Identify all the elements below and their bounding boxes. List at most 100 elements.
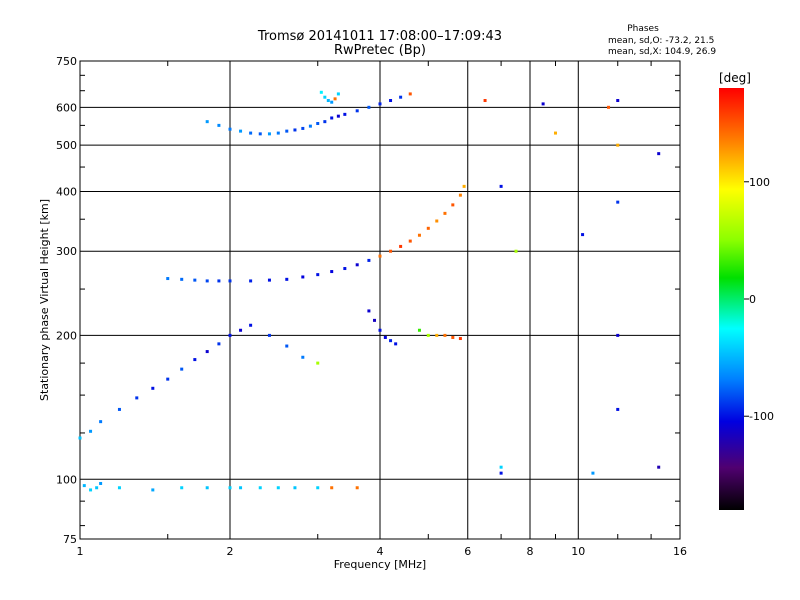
data-point xyxy=(616,333,620,337)
data-point xyxy=(435,333,439,337)
data-point xyxy=(135,396,139,400)
data-point xyxy=(319,90,323,94)
data-point xyxy=(336,114,340,118)
data-point xyxy=(343,267,347,271)
data-point xyxy=(217,123,221,127)
data-point xyxy=(205,120,209,124)
colorbar-tick-label: 100 xyxy=(749,176,770,189)
data-point xyxy=(249,279,253,283)
data-point xyxy=(228,127,232,131)
y-tick-label: 500 xyxy=(56,139,77,152)
colorbar-tick-label: 0 xyxy=(749,293,756,306)
data-point xyxy=(443,333,447,337)
data-point xyxy=(408,92,412,96)
data-point xyxy=(553,131,557,135)
data-point xyxy=(78,436,82,440)
data-point xyxy=(383,335,387,339)
data-point xyxy=(657,465,661,469)
data-point xyxy=(323,120,327,124)
data-point xyxy=(483,99,487,103)
data-point xyxy=(276,486,280,490)
data-point xyxy=(151,386,155,390)
data-point xyxy=(293,486,297,490)
data-point xyxy=(267,333,271,337)
colorbar-tick-label: -100 xyxy=(749,410,774,423)
data-point xyxy=(616,143,620,147)
data-point xyxy=(239,328,243,332)
data-point xyxy=(239,486,243,490)
data-point xyxy=(166,277,170,281)
data-point xyxy=(217,342,221,346)
data-point xyxy=(499,184,503,188)
data-point xyxy=(316,486,320,490)
y-tick-label: 100 xyxy=(56,473,77,486)
data-point xyxy=(285,277,289,281)
data-point xyxy=(239,129,243,133)
data-point xyxy=(217,279,221,283)
y-tick-label: 200 xyxy=(56,329,77,342)
colorbar-label: [deg] xyxy=(719,71,751,85)
data-point xyxy=(399,95,403,99)
data-point xyxy=(443,211,447,215)
data-point xyxy=(285,344,289,348)
x-axis-label: Frequency [MHz] xyxy=(334,558,426,571)
data-point xyxy=(99,481,103,485)
data-point xyxy=(417,233,421,237)
colorbar xyxy=(719,88,744,510)
data-point xyxy=(276,131,280,135)
data-point xyxy=(408,239,412,243)
x-tick-label: 2 xyxy=(227,545,234,558)
data-point xyxy=(285,129,289,133)
data-point xyxy=(616,99,620,103)
x-tick-label: 1 xyxy=(77,545,84,558)
data-point xyxy=(616,200,620,204)
data-point xyxy=(367,105,371,109)
data-point xyxy=(499,471,503,475)
data-point xyxy=(249,323,253,327)
data-point xyxy=(378,328,382,332)
data-point xyxy=(355,109,359,113)
data-point xyxy=(180,486,184,490)
data-point xyxy=(267,278,271,282)
colorbar-ticks: 100 0 -100 xyxy=(744,176,774,423)
data-point xyxy=(228,486,232,490)
y-axis-label: Stationary phase Virtual Height [km] xyxy=(38,199,51,401)
data-point xyxy=(316,122,320,126)
data-point xyxy=(326,99,330,103)
data-point xyxy=(389,99,393,103)
data-point xyxy=(367,258,371,262)
data-point xyxy=(426,333,430,337)
data-point xyxy=(293,128,297,132)
data-point xyxy=(336,92,340,96)
stats-heading: Phases xyxy=(627,24,659,34)
data-point xyxy=(193,278,197,282)
data-points xyxy=(78,90,661,492)
data-point xyxy=(258,486,262,490)
data-point xyxy=(399,244,403,248)
x-axis-ticks: 1 2 4 6 8 10 16 xyxy=(77,545,688,558)
data-point xyxy=(657,152,661,156)
data-point xyxy=(367,309,371,313)
y-tick-label: 750 xyxy=(56,55,77,68)
data-point xyxy=(301,275,305,279)
data-point xyxy=(308,124,312,128)
data-point xyxy=(541,102,545,106)
data-point xyxy=(180,367,184,371)
data-point xyxy=(378,254,382,258)
data-point xyxy=(205,486,209,490)
data-point xyxy=(373,318,377,322)
data-point xyxy=(417,328,421,332)
data-point xyxy=(151,488,155,492)
data-point xyxy=(82,484,86,488)
chart-subtitle: RwPretec (Bp) xyxy=(334,43,426,58)
x-tick-label: 16 xyxy=(673,545,687,558)
data-point xyxy=(355,263,359,267)
data-point xyxy=(249,131,253,135)
data-point xyxy=(462,184,466,188)
y-tick-label: 600 xyxy=(56,101,77,114)
data-point xyxy=(193,358,197,362)
data-point xyxy=(316,273,320,277)
data-point xyxy=(166,377,170,381)
data-point xyxy=(343,112,347,116)
